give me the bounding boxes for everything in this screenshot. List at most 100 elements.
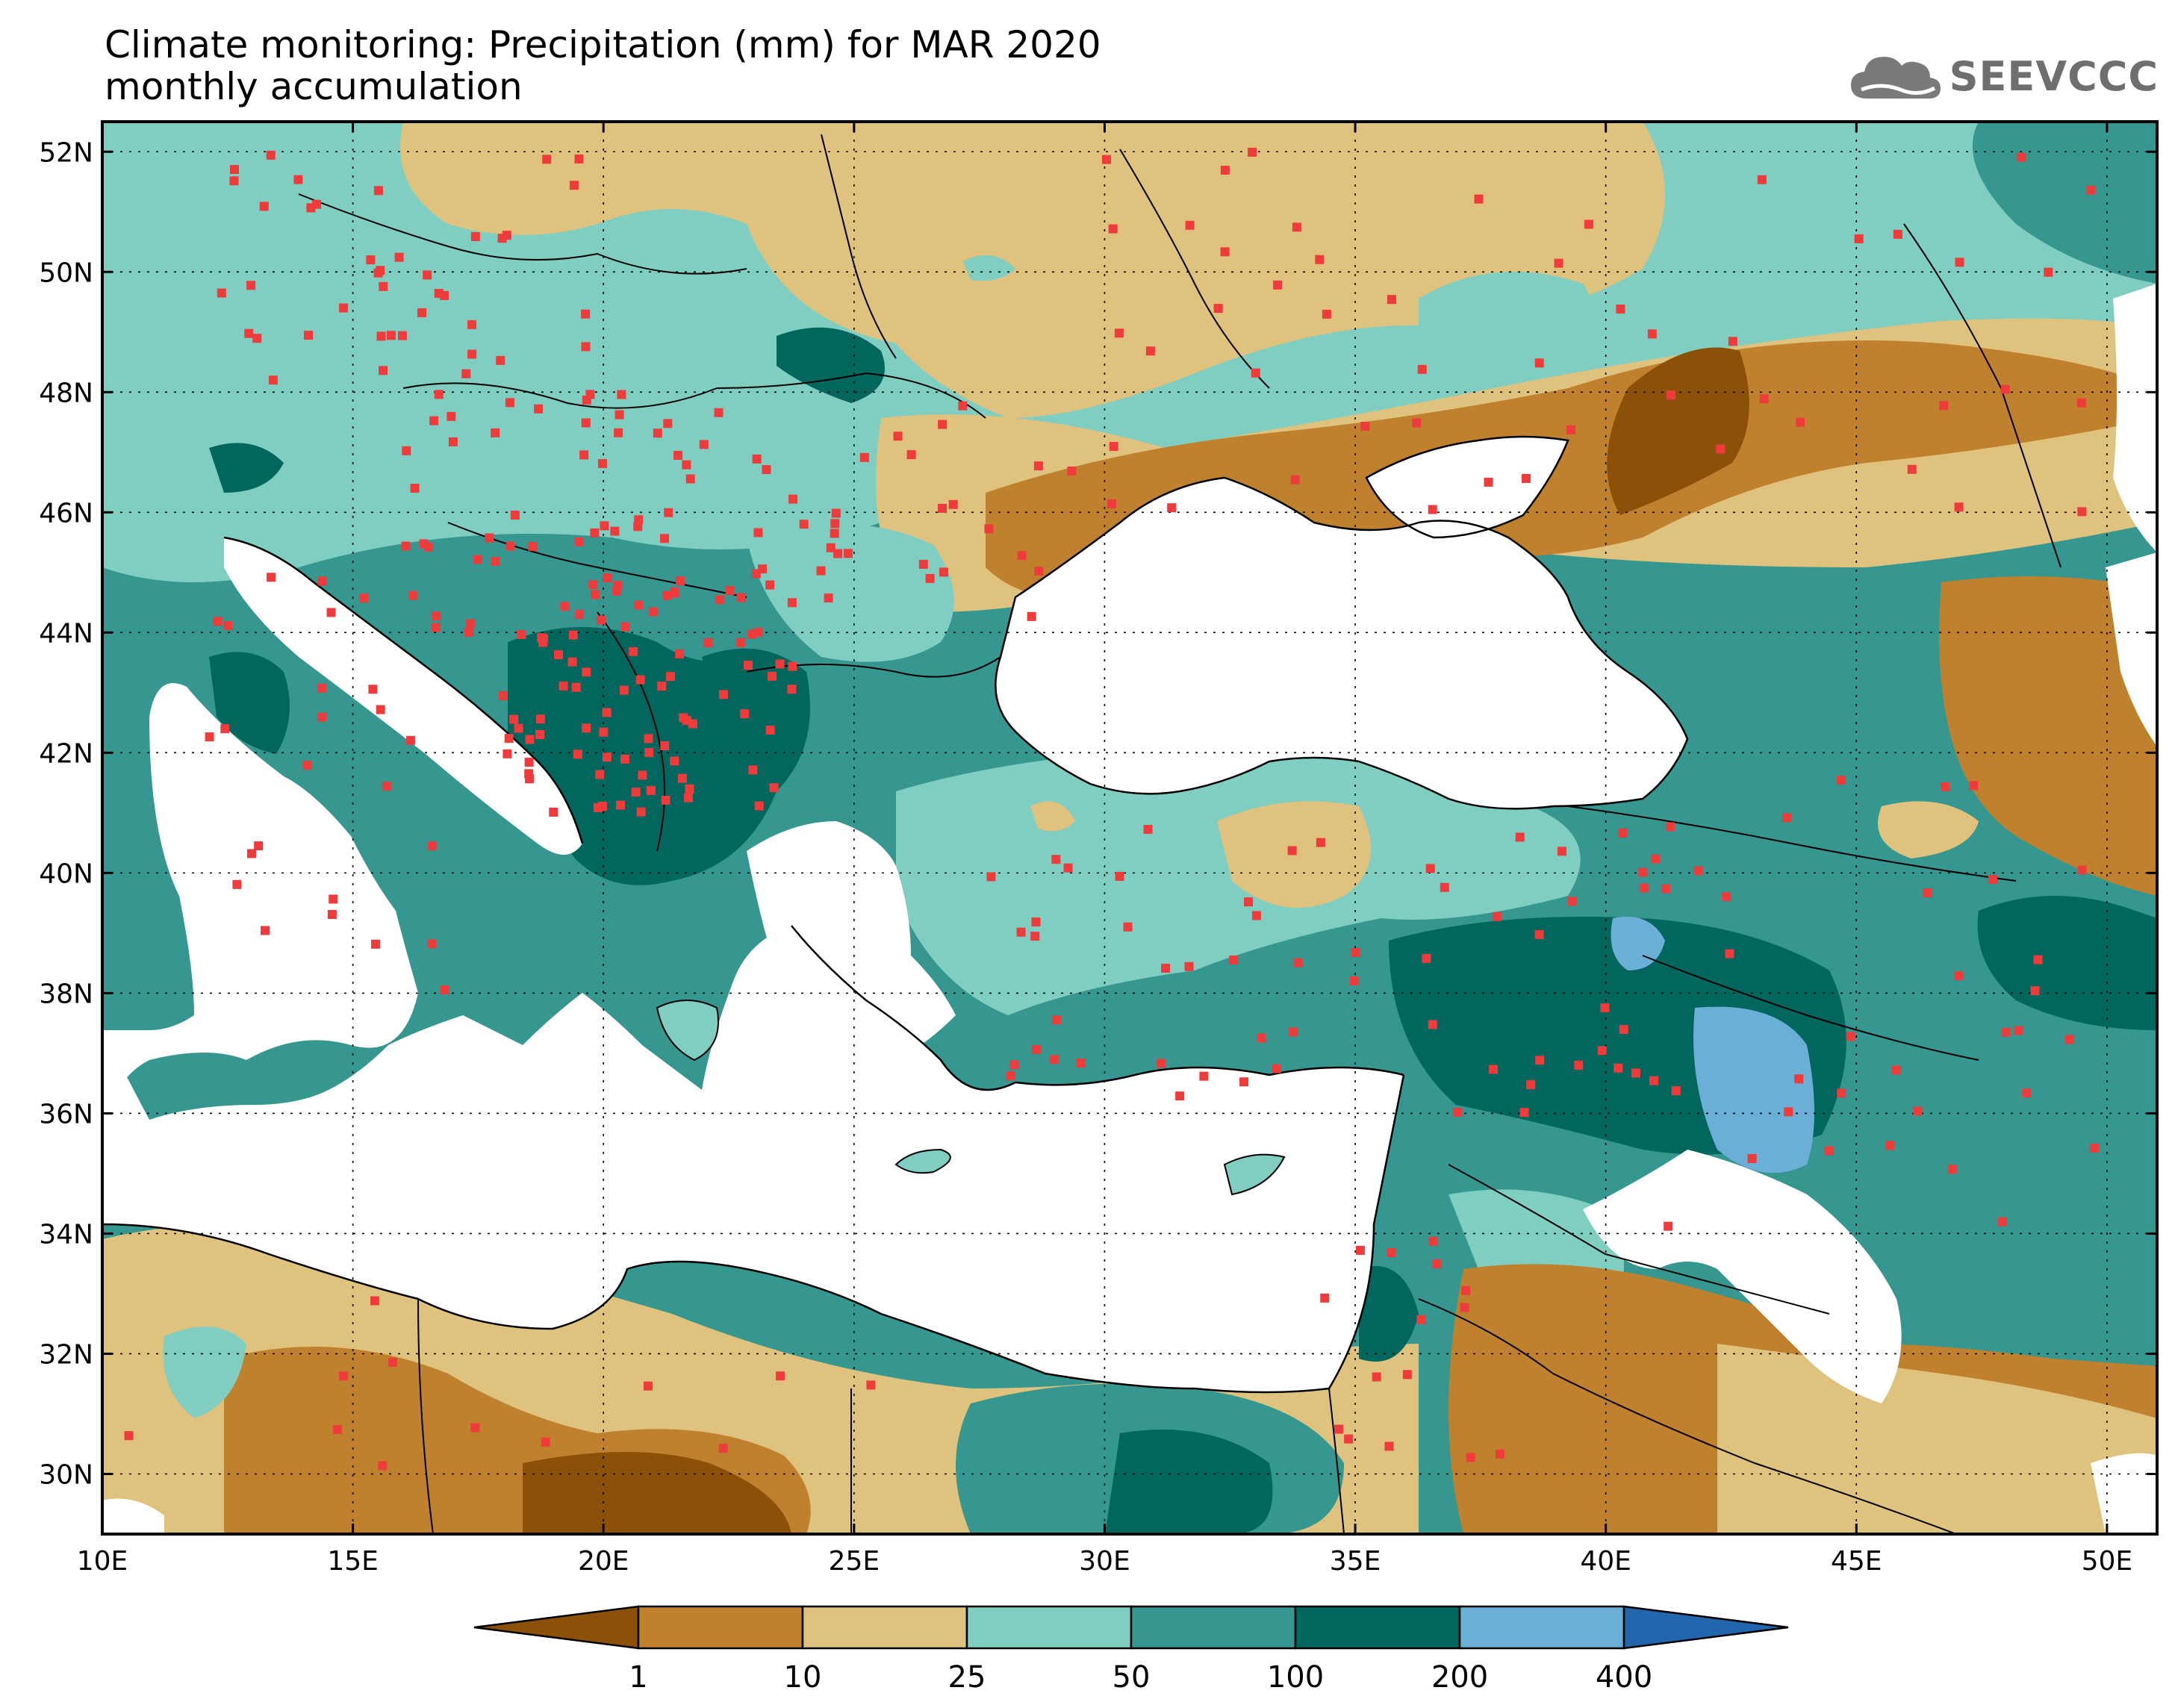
- station-marker: [470, 1423, 480, 1433]
- colorbar-segment: [637, 1605, 804, 1650]
- station-marker: [1220, 166, 1230, 175]
- station-marker: [2000, 384, 2010, 394]
- station-marker: [616, 800, 626, 810]
- station-marker: [1757, 175, 1767, 184]
- station-marker: [1123, 922, 1133, 932]
- station-marker: [581, 342, 591, 352]
- station-marker: [619, 685, 629, 695]
- station-marker: [485, 533, 494, 543]
- station-marker: [598, 802, 608, 811]
- station-marker: [568, 630, 578, 640]
- station-marker: [787, 685, 797, 694]
- station-marker: [1666, 390, 1675, 400]
- station-marker: [434, 390, 444, 399]
- station-marker: [1923, 888, 1932, 898]
- station-marker: [866, 1380, 876, 1390]
- station-marker: [554, 650, 564, 660]
- station-marker: [534, 404, 544, 414]
- station-marker: [461, 369, 471, 378]
- station-marker: [612, 586, 622, 596]
- station-marker: [517, 630, 526, 640]
- station-marker: [663, 419, 673, 428]
- station-marker: [1428, 1020, 1437, 1029]
- colorbar-lower-extension: [473, 1605, 640, 1650]
- station-marker: [769, 783, 779, 793]
- station-marker: [620, 754, 630, 764]
- map-title: Climate monitoring: Precipitation (mm) f…: [105, 23, 1101, 66]
- station-marker: [1006, 1071, 1015, 1081]
- station-marker: [254, 841, 264, 851]
- station-marker: [497, 234, 507, 243]
- station-marker: [535, 730, 545, 740]
- station-marker: [1649, 1076, 1658, 1085]
- station-marker: [1940, 782, 1950, 791]
- station-marker: [535, 714, 545, 724]
- lon-tick-label: 25E: [829, 1546, 880, 1577]
- station-marker: [332, 1424, 342, 1434]
- station-marker: [816, 566, 826, 576]
- station-marker: [575, 610, 585, 620]
- station-marker: [574, 154, 584, 163]
- station-marker: [1417, 364, 1427, 374]
- lat-tick-label: 30N: [39, 1459, 93, 1490]
- station-marker: [925, 573, 935, 583]
- station-marker: [510, 511, 520, 520]
- station-marker: [505, 541, 515, 551]
- station-marker: [1292, 222, 1301, 232]
- station-marker: [660, 534, 670, 543]
- station-marker: [620, 622, 630, 632]
- logo-text: SEEVCCC: [1949, 52, 2159, 100]
- station-marker: [1466, 1453, 1475, 1462]
- lon-tick-label: 35E: [1330, 1546, 1381, 1577]
- lat-tick-label: 50N: [39, 258, 93, 288]
- station-marker: [752, 454, 762, 464]
- station-marker: [1665, 822, 1675, 832]
- station-marker: [768, 671, 777, 681]
- station-marker: [538, 638, 548, 647]
- colorbar-labels: 1 10 25 50 100 200 400: [629, 1660, 1652, 1695]
- axis-ticks: [101, 122, 2157, 1534]
- station-marker: [1251, 911, 1261, 920]
- station-marker: [446, 411, 456, 421]
- station-marker: [585, 390, 595, 399]
- station-marker: [401, 541, 411, 551]
- station-marker: [1076, 1059, 1086, 1068]
- station-marker: [2014, 1026, 2023, 1035]
- station-marker: [1213, 304, 1223, 314]
- station-marker: [1638, 867, 1648, 877]
- station-marker: [466, 619, 476, 629]
- station-marker: [1248, 147, 1257, 157]
- station-marker: [688, 719, 697, 729]
- station-marker: [1244, 897, 1254, 907]
- station-marker: [662, 590, 672, 600]
- lat-tick-label: 52N: [39, 137, 93, 168]
- station-marker: [1344, 1434, 1354, 1444]
- station-marker: [440, 290, 449, 300]
- station-marker: [1837, 1088, 1846, 1098]
- station-marker: [1293, 958, 1303, 967]
- station-marker: [259, 202, 269, 211]
- station-marker: [440, 985, 449, 995]
- station-marker: [661, 795, 670, 805]
- station-marker: [1320, 1293, 1330, 1303]
- station-marker: [417, 308, 426, 317]
- station-marker: [753, 528, 763, 537]
- station-marker: [560, 602, 570, 611]
- station-marker: [677, 773, 687, 783]
- station-marker: [261, 926, 270, 935]
- station-marker: [986, 872, 996, 882]
- station-marker: [1402, 1370, 1412, 1380]
- colorbar-label: 1: [629, 1660, 647, 1695]
- station-marker: [673, 450, 683, 460]
- station-marker: [631, 788, 641, 797]
- station-marker: [2077, 865, 2087, 875]
- station-marker: [2022, 1088, 2032, 1098]
- station-marker: [1521, 473, 1531, 483]
- station-marker: [496, 355, 505, 365]
- station-marker: [524, 758, 534, 767]
- station-marker: [595, 770, 605, 779]
- station-marker: [1461, 1285, 1471, 1295]
- station-marker: [558, 681, 568, 691]
- station-marker: [1315, 255, 1325, 264]
- station-marker: [406, 735, 416, 745]
